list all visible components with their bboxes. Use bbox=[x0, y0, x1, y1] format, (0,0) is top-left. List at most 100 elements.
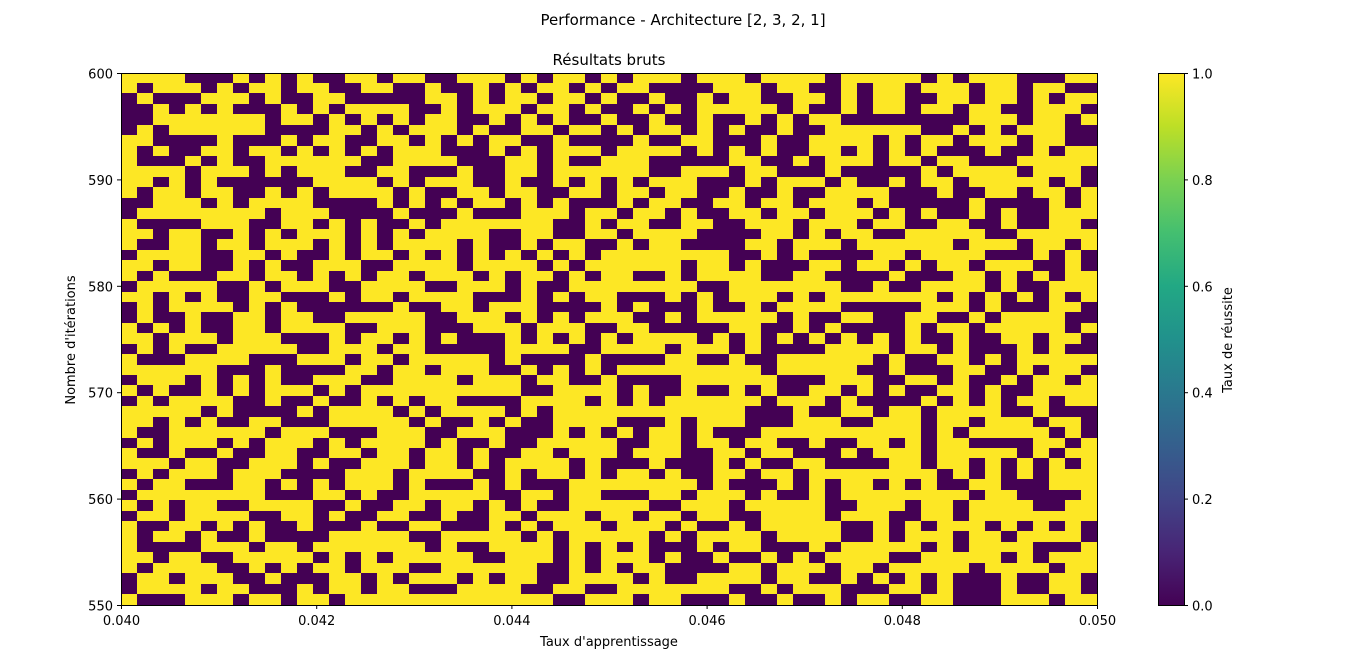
heatmap-cell bbox=[1033, 584, 1050, 595]
heatmap-cell bbox=[361, 511, 378, 522]
heatmap-cell bbox=[857, 166, 874, 178]
heatmap-cell bbox=[937, 312, 954, 324]
heatmap-cell bbox=[1081, 584, 1098, 595]
heatmap-cell bbox=[921, 177, 938, 188]
heatmap-cell bbox=[617, 198, 634, 209]
heatmap-cell bbox=[729, 93, 746, 105]
heatmap-cell bbox=[153, 114, 170, 126]
heatmap-cell bbox=[1081, 511, 1098, 522]
heatmap-cell bbox=[809, 406, 826, 418]
heatmap-cell bbox=[1081, 187, 1098, 199]
heatmap-cell bbox=[457, 229, 474, 240]
heatmap-cell bbox=[505, 229, 522, 240]
heatmap-cell bbox=[713, 448, 730, 459]
heatmap-cell bbox=[345, 229, 362, 240]
heatmap-cell bbox=[969, 281, 986, 293]
heatmap-cell bbox=[569, 344, 586, 355]
heatmap-cell bbox=[745, 365, 762, 376]
heatmap-cell bbox=[873, 563, 890, 574]
heatmap-cell bbox=[569, 542, 586, 553]
heatmap-cell bbox=[793, 104, 810, 115]
heatmap-cell bbox=[361, 271, 378, 282]
heatmap-cell bbox=[761, 344, 778, 355]
heatmap-cell bbox=[713, 93, 730, 105]
heatmap-cell bbox=[1081, 292, 1098, 303]
heatmap-cell bbox=[1001, 552, 1018, 564]
heatmap-cell bbox=[857, 469, 874, 480]
heatmap-cell bbox=[297, 114, 314, 126]
heatmap-cell bbox=[793, 511, 810, 522]
heatmap-cell bbox=[329, 438, 346, 449]
heatmap-cell bbox=[217, 292, 234, 303]
heatmap-cell bbox=[857, 208, 874, 220]
heatmap-cell bbox=[665, 417, 682, 428]
heatmap-cell bbox=[569, 292, 586, 303]
heatmap-cell bbox=[217, 490, 234, 501]
heatmap-cell bbox=[777, 396, 794, 407]
heatmap-cell bbox=[393, 458, 410, 470]
heatmap-cell bbox=[617, 125, 634, 136]
heatmap-cell bbox=[377, 521, 394, 532]
heatmap-cell bbox=[745, 479, 762, 491]
heatmap-cell bbox=[217, 260, 234, 272]
heatmap-cell bbox=[313, 396, 330, 407]
heatmap-cell bbox=[921, 365, 938, 376]
heatmap-cell bbox=[841, 73, 858, 84]
heatmap-cell bbox=[841, 365, 858, 376]
heatmap-cell bbox=[665, 479, 682, 491]
heatmap-cell bbox=[873, 198, 890, 209]
heatmap-cell bbox=[217, 281, 234, 293]
heatmap-cell bbox=[489, 521, 506, 532]
heatmap-cell bbox=[505, 239, 522, 251]
heatmap-cell bbox=[441, 396, 458, 407]
heatmap-cell bbox=[681, 114, 698, 126]
heatmap-cell bbox=[265, 396, 282, 407]
heatmap-cell bbox=[457, 584, 474, 595]
heatmap-cell bbox=[313, 354, 330, 366]
heatmap-cell bbox=[1049, 584, 1066, 595]
heatmap-cell bbox=[329, 427, 346, 439]
heatmap-cell bbox=[601, 323, 618, 334]
heatmap-cell bbox=[281, 312, 298, 324]
heatmap-cell bbox=[937, 531, 954, 543]
heatmap-cell bbox=[601, 542, 618, 553]
heatmap-cell bbox=[841, 573, 858, 585]
heatmap-cell bbox=[1081, 166, 1098, 178]
heatmap-cell bbox=[569, 458, 586, 470]
heatmap-cell bbox=[985, 344, 1002, 355]
heatmap-cell bbox=[601, 427, 618, 439]
heatmap-cell bbox=[713, 156, 730, 167]
heatmap-cell bbox=[713, 219, 730, 230]
heatmap-cell bbox=[249, 302, 266, 313]
heatmap-cell bbox=[905, 396, 922, 407]
heatmap-cell bbox=[521, 542, 538, 553]
heatmap-cell bbox=[233, 438, 250, 449]
heatmap-cell bbox=[809, 542, 826, 553]
heatmap-cell bbox=[153, 448, 170, 459]
heatmap-cell bbox=[665, 166, 682, 178]
heatmap-cell bbox=[713, 396, 730, 407]
heatmap-cell bbox=[521, 563, 538, 574]
heatmap-cell bbox=[697, 239, 714, 251]
heatmap-cell bbox=[505, 271, 522, 282]
heatmap-cell bbox=[185, 229, 202, 240]
heatmap-cell bbox=[857, 354, 874, 366]
heatmap-cell bbox=[553, 500, 570, 512]
heatmap-cell bbox=[585, 312, 602, 324]
heatmap-cell bbox=[377, 187, 394, 199]
heatmap-cell bbox=[585, 469, 602, 480]
heatmap-cell bbox=[937, 490, 954, 501]
heatmap-cell bbox=[169, 156, 186, 167]
heatmap-cell bbox=[217, 552, 234, 564]
heatmap-cell bbox=[1001, 500, 1018, 512]
heatmap-cell bbox=[585, 198, 602, 209]
heatmap-cell bbox=[825, 125, 842, 136]
heatmap-cell bbox=[697, 365, 714, 376]
heatmap-cell bbox=[985, 333, 1002, 345]
heatmap-cell bbox=[601, 354, 618, 366]
heatmap-cell bbox=[393, 563, 410, 574]
heatmap-cell bbox=[601, 281, 618, 293]
heatmap-cell bbox=[793, 385, 810, 397]
heatmap-cell bbox=[649, 208, 666, 220]
heatmap-cell bbox=[1033, 594, 1050, 606]
